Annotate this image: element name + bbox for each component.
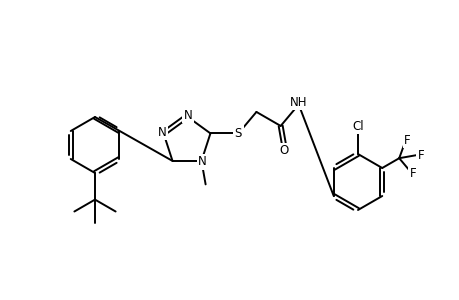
Text: N: N: [158, 126, 167, 139]
Text: N: N: [183, 109, 192, 122]
Text: O: O: [279, 144, 288, 157]
Text: N: N: [198, 155, 207, 168]
Text: F: F: [409, 167, 415, 180]
Text: Cl: Cl: [352, 119, 363, 133]
Text: F: F: [417, 148, 424, 161]
Text: NH: NH: [289, 96, 307, 109]
Text: S: S: [234, 127, 241, 140]
Text: F: F: [403, 134, 410, 147]
